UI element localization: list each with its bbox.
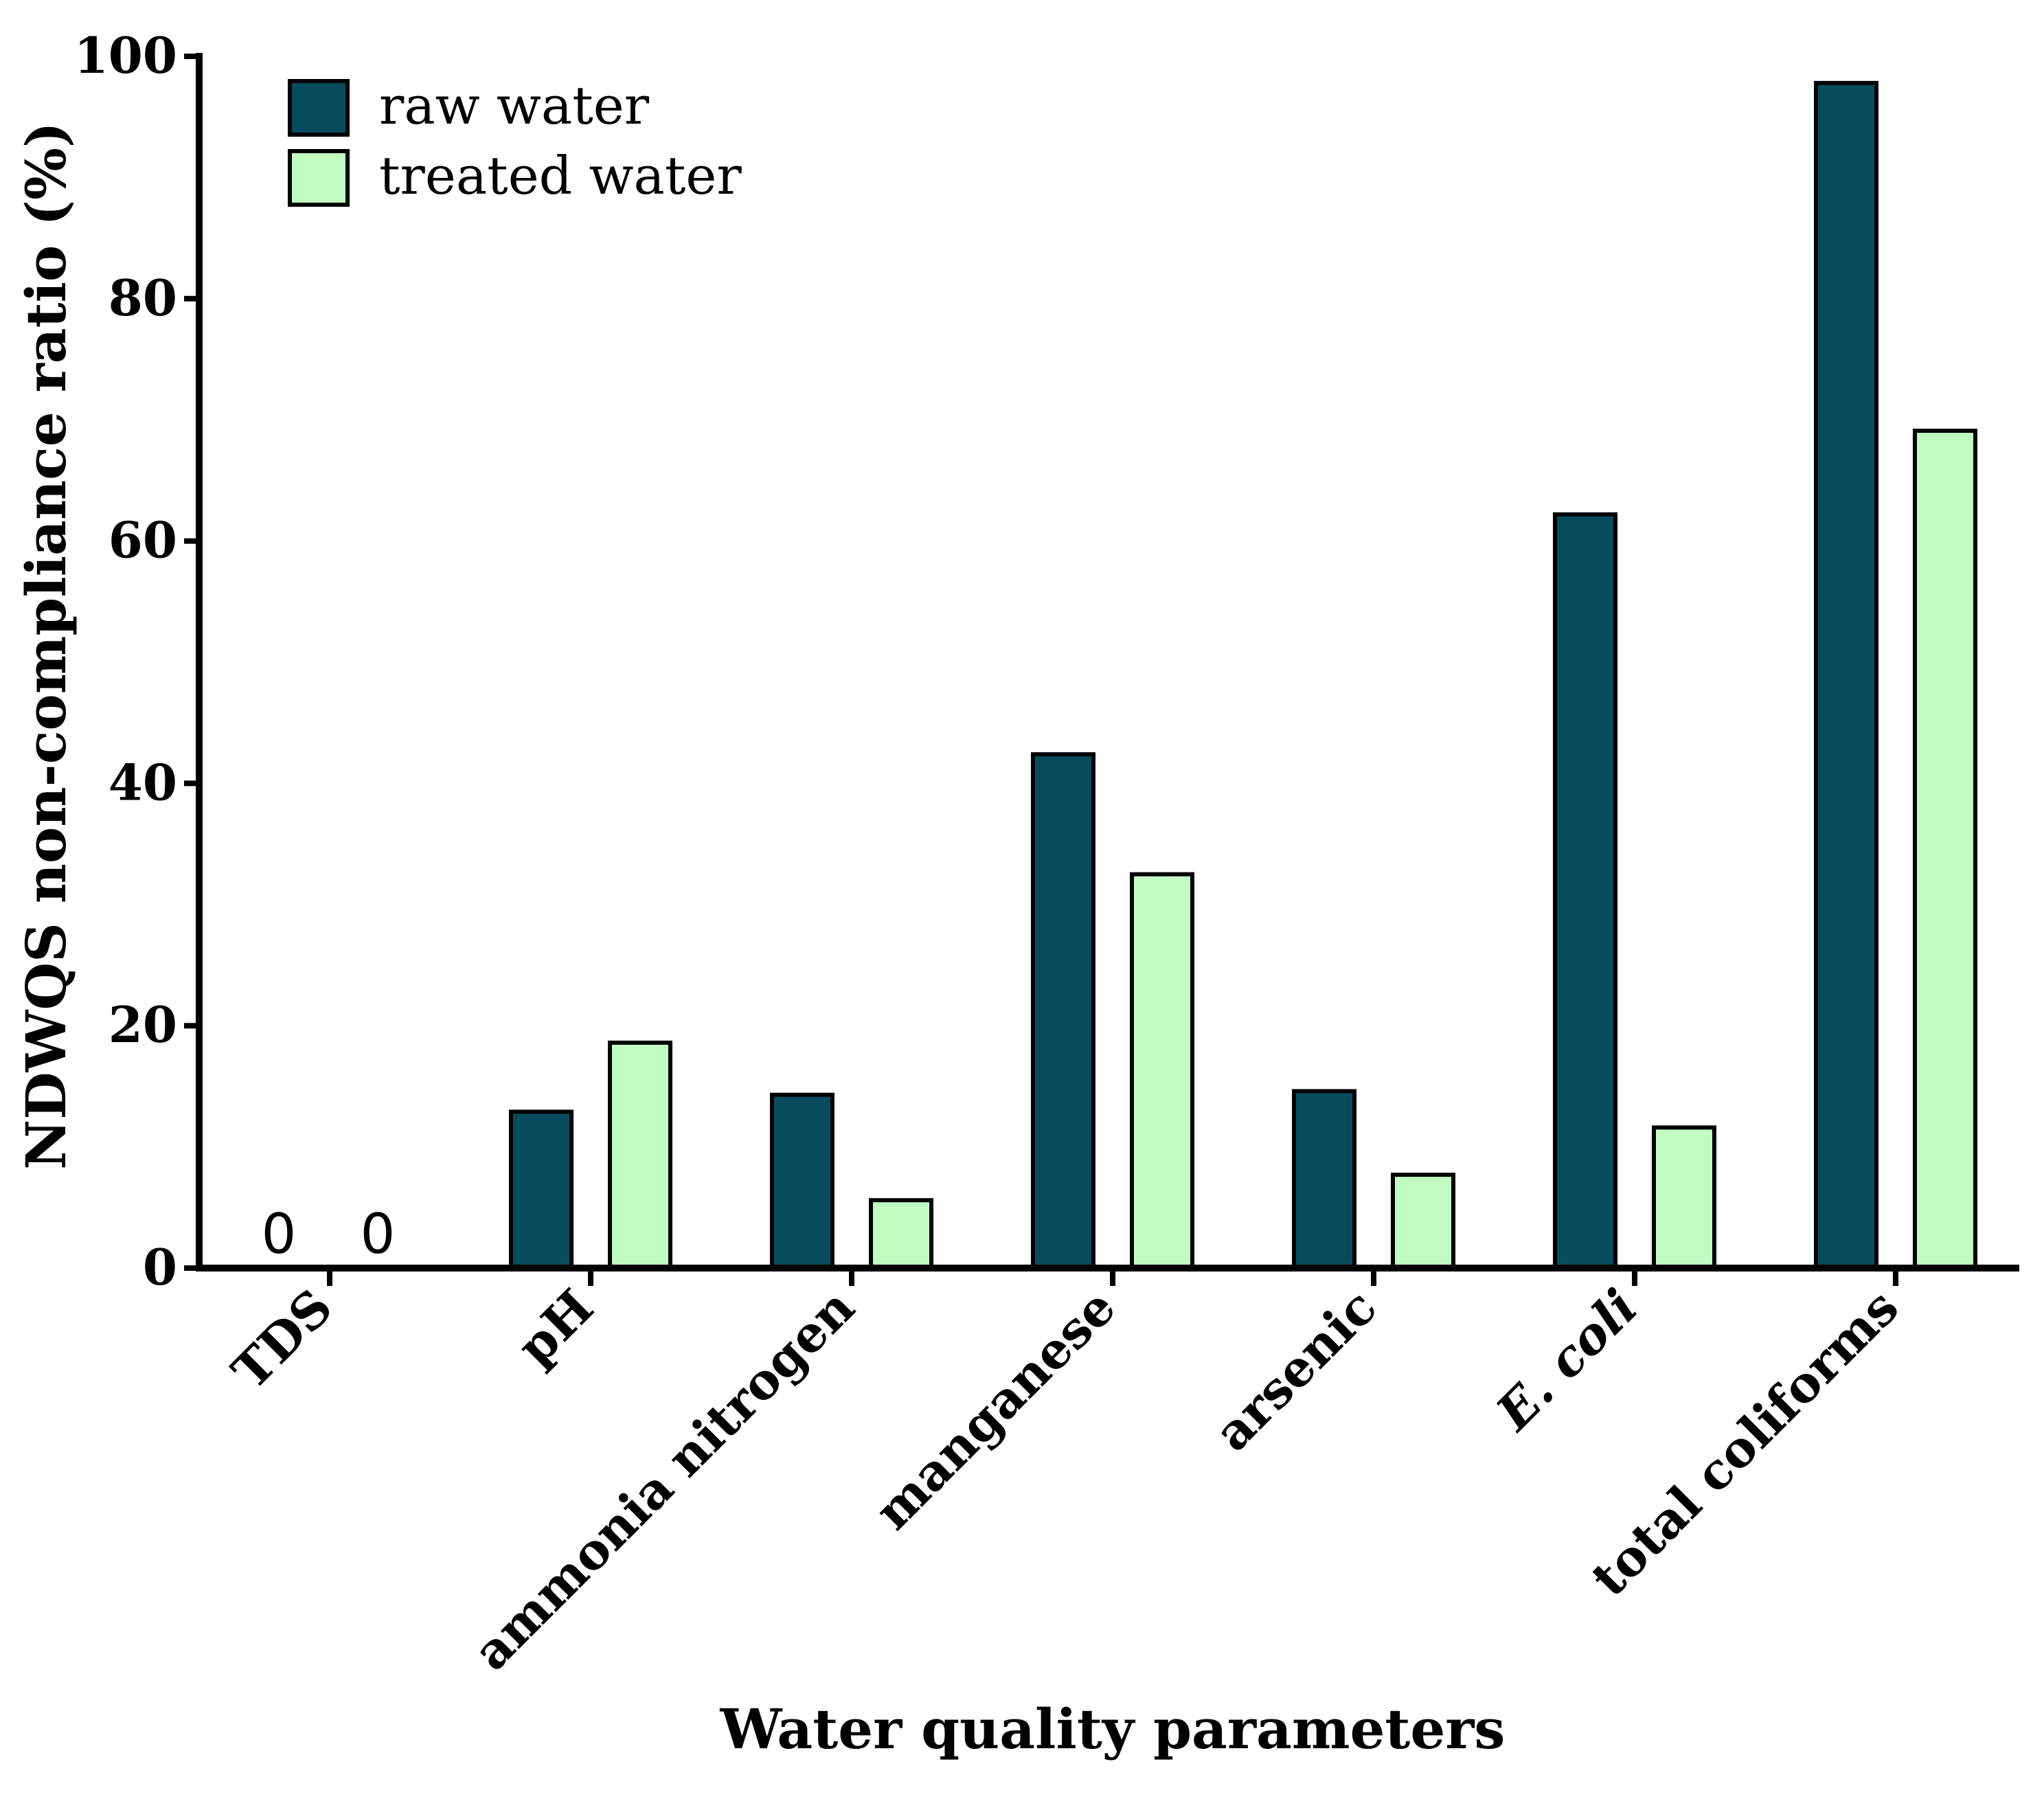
bar-treated-water	[608, 1040, 672, 1270]
y-tick-label: 60	[109, 511, 177, 569]
bar-treated-water	[1913, 429, 1977, 1270]
y-tick-label: 80	[109, 269, 177, 327]
zero-value-label: 0	[361, 1202, 396, 1266]
bars-group	[509, 80, 1977, 1271]
y-tick-label: 20	[109, 995, 177, 1054]
bar-treated-water	[1652, 1125, 1716, 1270]
y-tick-label: 0	[143, 1238, 177, 1296]
x-tick-label: E. coli	[1484, 1278, 1648, 1442]
x-tick-label: TDS	[220, 1278, 343, 1401]
x-tick-label: manganese	[863, 1278, 1126, 1541]
zero-value-label: 0	[262, 1202, 297, 1266]
y-axis-title: NDWQS non-compliance ratio (%)	[14, 122, 78, 1170]
legend: raw water treated water	[288, 75, 742, 207]
legend-swatch-raw-water	[288, 79, 350, 137]
bar-raw-water	[770, 1092, 834, 1271]
x-axis-title: Water quality parameters	[720, 1697, 1506, 1761]
bar-raw-water	[1814, 80, 1878, 1271]
x-tick-label: pH	[506, 1278, 604, 1377]
x-tick-label: arsenic	[1203, 1278, 1387, 1462]
bar-treated-water	[869, 1198, 933, 1270]
bar-raw-water	[1292, 1089, 1356, 1271]
bar-raw-water	[509, 1109, 574, 1270]
legend-swatch-treated-water	[288, 149, 350, 207]
y-ticks: 0 20 40 60 80 100	[74, 26, 199, 1296]
legend-label-raw-water: raw water	[379, 75, 650, 136]
y-tick-label: 100	[74, 26, 177, 84]
bar-treated-water	[1391, 1173, 1455, 1270]
legend-label-treated-water: treated water	[379, 145, 742, 206]
bar-raw-water	[1553, 512, 1617, 1270]
y-tick-label: 40	[109, 753, 177, 811]
bar-raw-water	[1031, 752, 1095, 1270]
bar-treated-water	[1130, 872, 1194, 1270]
